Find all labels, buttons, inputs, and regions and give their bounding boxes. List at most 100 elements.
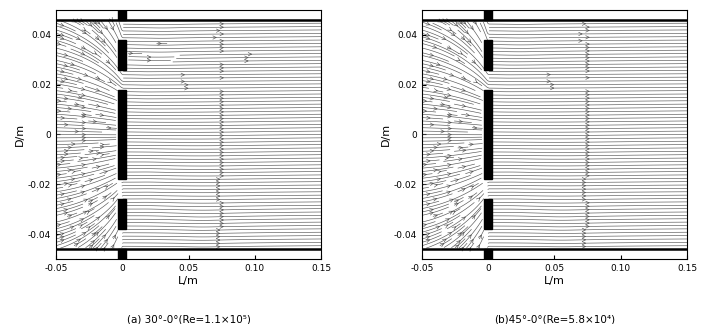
FancyArrowPatch shape (61, 159, 64, 163)
FancyArrowPatch shape (220, 32, 224, 36)
FancyArrowPatch shape (220, 131, 224, 134)
FancyArrowPatch shape (81, 185, 85, 188)
FancyArrowPatch shape (586, 205, 589, 208)
FancyArrowPatch shape (434, 88, 437, 92)
FancyArrowPatch shape (462, 20, 465, 24)
FancyArrowPatch shape (217, 191, 219, 194)
FancyArrowPatch shape (473, 79, 477, 83)
Y-axis label: D/m: D/m (15, 123, 25, 146)
FancyArrowPatch shape (220, 90, 224, 93)
FancyArrowPatch shape (586, 208, 589, 211)
FancyArrowPatch shape (448, 133, 451, 136)
FancyArrowPatch shape (92, 233, 95, 236)
FancyArrowPatch shape (81, 46, 85, 49)
FancyArrowPatch shape (586, 218, 589, 222)
FancyArrowPatch shape (95, 88, 100, 91)
FancyArrowPatch shape (583, 194, 585, 198)
FancyArrowPatch shape (470, 143, 473, 146)
FancyArrowPatch shape (426, 203, 430, 206)
FancyArrowPatch shape (220, 144, 224, 147)
FancyArrowPatch shape (217, 198, 219, 201)
FancyArrowPatch shape (578, 39, 582, 42)
FancyArrowPatch shape (470, 26, 473, 29)
FancyArrowPatch shape (75, 130, 79, 133)
FancyArrowPatch shape (583, 22, 585, 26)
FancyArrowPatch shape (109, 17, 112, 21)
FancyArrowPatch shape (586, 164, 589, 168)
FancyArrowPatch shape (430, 123, 433, 126)
FancyArrowPatch shape (586, 201, 589, 204)
FancyArrowPatch shape (89, 179, 93, 182)
FancyArrowPatch shape (447, 185, 451, 188)
FancyArrowPatch shape (83, 199, 88, 202)
FancyArrowPatch shape (583, 181, 585, 184)
FancyArrowPatch shape (220, 208, 224, 212)
FancyArrowPatch shape (444, 157, 448, 160)
FancyArrowPatch shape (462, 149, 465, 152)
FancyArrowPatch shape (437, 170, 441, 174)
FancyArrowPatch shape (583, 191, 585, 194)
FancyArrowPatch shape (447, 46, 451, 49)
FancyArrowPatch shape (456, 57, 460, 61)
FancyArrowPatch shape (458, 51, 462, 54)
FancyArrowPatch shape (586, 110, 589, 113)
FancyArrowPatch shape (448, 113, 451, 116)
FancyArrowPatch shape (220, 201, 224, 205)
FancyArrowPatch shape (76, 19, 79, 22)
FancyArrowPatch shape (220, 154, 224, 157)
FancyArrowPatch shape (586, 76, 589, 79)
FancyArrowPatch shape (419, 187, 423, 191)
FancyArrowPatch shape (586, 123, 589, 127)
FancyArrowPatch shape (220, 114, 224, 117)
FancyArrowPatch shape (88, 203, 93, 206)
FancyArrowPatch shape (586, 66, 589, 69)
FancyArrowPatch shape (84, 73, 88, 76)
FancyArrowPatch shape (68, 214, 72, 218)
FancyArrowPatch shape (88, 23, 92, 26)
FancyArrowPatch shape (95, 36, 99, 40)
FancyArrowPatch shape (220, 100, 224, 103)
FancyArrowPatch shape (104, 171, 107, 174)
FancyArrowPatch shape (90, 150, 93, 153)
FancyArrowPatch shape (442, 36, 446, 40)
FancyArrowPatch shape (77, 77, 81, 80)
FancyArrowPatch shape (448, 121, 451, 124)
FancyArrowPatch shape (461, 232, 464, 236)
FancyArrowPatch shape (430, 182, 433, 185)
Bar (484, 249, 492, 259)
FancyArrowPatch shape (78, 96, 81, 99)
FancyArrowPatch shape (586, 137, 589, 140)
FancyArrowPatch shape (95, 232, 98, 236)
FancyArrowPatch shape (217, 228, 219, 232)
FancyArrowPatch shape (217, 245, 219, 249)
FancyArrowPatch shape (81, 93, 85, 97)
FancyArrowPatch shape (430, 149, 433, 153)
FancyArrowPatch shape (462, 104, 465, 107)
FancyArrowPatch shape (586, 161, 589, 164)
FancyArrowPatch shape (217, 235, 219, 238)
FancyArrowPatch shape (91, 241, 95, 244)
FancyArrowPatch shape (436, 226, 440, 229)
FancyArrowPatch shape (456, 241, 460, 244)
Bar (484, 199, 492, 229)
FancyArrowPatch shape (586, 225, 589, 228)
FancyArrowPatch shape (448, 136, 451, 139)
FancyArrowPatch shape (82, 139, 86, 142)
FancyArrowPatch shape (220, 161, 224, 164)
FancyArrowPatch shape (586, 127, 589, 130)
FancyArrowPatch shape (220, 205, 224, 208)
FancyArrowPatch shape (426, 236, 430, 239)
FancyArrowPatch shape (426, 193, 430, 196)
FancyArrowPatch shape (72, 19, 76, 22)
FancyArrowPatch shape (447, 173, 451, 176)
FancyArrowPatch shape (445, 18, 449, 22)
FancyArrowPatch shape (586, 151, 589, 154)
FancyArrowPatch shape (220, 39, 224, 42)
FancyArrowPatch shape (102, 248, 105, 251)
FancyArrowPatch shape (468, 39, 471, 42)
FancyArrowPatch shape (64, 53, 67, 56)
FancyArrowPatch shape (147, 59, 151, 62)
FancyArrowPatch shape (433, 45, 436, 48)
FancyArrowPatch shape (427, 116, 430, 120)
FancyArrowPatch shape (461, 88, 465, 91)
